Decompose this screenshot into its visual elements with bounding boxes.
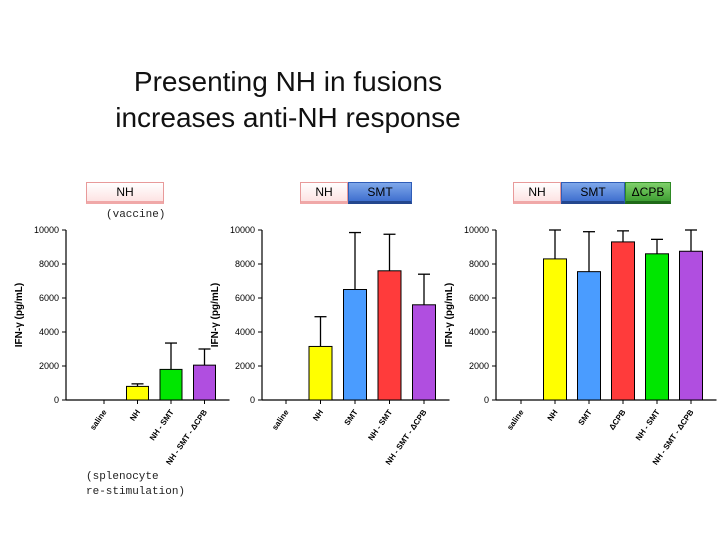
y-tick-label: 8000 [235,259,255,269]
x-tick-label: SMT [577,408,594,427]
x-tick-label: NH - SMT [634,408,662,442]
y-tick-label: 0 [250,395,255,405]
y-tick-label: 2000 [39,361,59,371]
y-tick-label: 8000 [469,259,489,269]
bar--cpb [611,241,635,401]
bar-smt [343,289,367,401]
y-axis-label: IFN-γ (pg/mL) [444,283,455,347]
restimulation-note-line-2: re-stimulation) [86,486,186,498]
bar-nh-smt [377,270,402,401]
x-tick-label: saline [270,408,291,432]
construct-diagram-nh-smt: NH SMT [300,182,412,204]
x-tick-label: NH [311,408,325,423]
bar-nh-smt [159,368,183,401]
chart-3: 0 2000 4000 6000 8000 10000 IFN-γ (pg/mL) salin… [444,225,717,467]
chart-1: 0 2000 4000 6000 8000 10000 IFN-γ (pg/mL) salin… [14,225,230,467]
x-tick-label: ΔCPB [607,408,627,432]
bar-smt [577,271,601,401]
y-tick-label: 2000 [235,361,255,371]
y-tick-label: 10000 [230,225,255,235]
bar-nh [308,345,333,401]
construct-segment-smt: SMT [561,182,625,204]
title-line-2: increases anti-NH response [115,102,461,133]
bar-nh [126,385,149,401]
y-axis-label: IFN-γ (pg/mL) [14,283,25,347]
bar-nh-smt-cpb [679,250,703,401]
restimulation-note: (splenocyte re-stimulation) [86,470,185,500]
y-tick-label: 4000 [39,327,59,337]
y-tick-label: 0 [54,395,59,405]
x-tick-label: NH [128,408,142,423]
y-tick-label: 0 [484,395,489,405]
x-tick-label: NH - SMT [148,408,176,442]
vaccine-note: (vaccine) [106,209,166,221]
construct-diagram-nh: NH [86,182,164,204]
y-tick-label: 6000 [469,293,489,303]
construct-segment-cpb: ΔCPB [625,182,671,204]
construct-segment-nh: NH [513,182,561,204]
y-tick-label: 10000 [464,225,489,235]
bar-nh-smt-cpb [412,304,436,401]
y-tick-label: 4000 [469,327,489,337]
slide-title: Presenting NH in fusions increases anti-… [0,64,576,136]
y-axis-label: IFN-γ (pg/mL) [210,283,221,347]
bar-nh [543,258,567,401]
y-tick-label: 2000 [469,361,489,371]
x-tick-label: NH - SMT [366,408,394,442]
y-tick-label: 6000 [39,293,59,303]
bar-nh-smt-cpb [193,364,216,401]
x-tick-label: NH [546,408,560,423]
chart-2: 0 2000 4000 6000 8000 10000 IFN-γ (pg/mL) salin… [210,225,450,467]
bar-nh-smt [645,253,669,401]
y-tick-label: 10000 [34,225,59,235]
construct-segment-nh: NH [300,182,348,204]
y-tick-label: 4000 [235,327,255,337]
x-tick-label: SMT [343,408,360,427]
construct-segment-smt: SMT [348,182,412,204]
y-tick-label: 6000 [235,293,255,303]
x-tick-label: saline [88,408,109,432]
title-line-1: Presenting NH in fusions [133,66,443,97]
y-tick-label: 8000 [39,259,59,269]
x-tick-label: saline [505,408,526,432]
construct-diagram-nh-smt-cpb: NH SMT ΔCPB [513,182,671,204]
restimulation-note-line-1: (splenocyte [86,471,159,483]
construct-segment-nh: NH [86,182,164,204]
